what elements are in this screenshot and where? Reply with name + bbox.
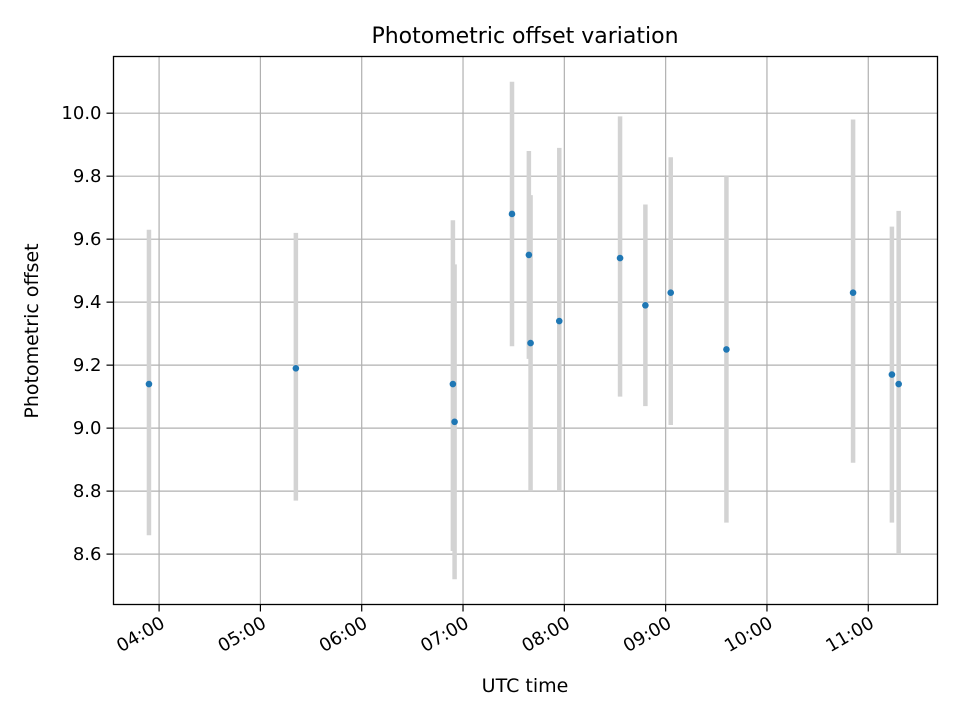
- y-axis-label: Photometric offset: [21, 243, 43, 418]
- data-point: [525, 251, 533, 259]
- chart-title: Photometric offset variation: [371, 24, 678, 49]
- y-tick-label: 10.0: [61, 103, 101, 124]
- gridlines: [113, 56, 938, 605]
- y-axis-ticks: 8.6 8.8 9.0 9.2 9.4 9.6 9.8 10.0: [61, 103, 114, 565]
- data-point: [888, 371, 896, 378]
- data-point: [667, 289, 675, 297]
- y-tick-label: 8.8: [73, 481, 102, 502]
- data-point: [527, 339, 534, 347]
- data-point: [292, 364, 300, 372]
- y-tick-label: 9.6: [73, 229, 102, 250]
- data-point: [555, 317, 563, 325]
- data-point: [642, 302, 649, 309]
- data-point: [449, 380, 457, 388]
- y-tick-label: 9.2: [73, 355, 102, 376]
- x-axis-label: UTC time: [482, 675, 569, 697]
- data-point: [145, 380, 153, 388]
- data-point: [508, 210, 516, 218]
- y-tick-label: 9.0: [73, 418, 102, 439]
- y-tick-label: 9.8: [73, 166, 102, 187]
- y-tick-label: 8.6: [73, 544, 102, 565]
- data-point: [895, 380, 902, 388]
- data-point: [616, 254, 624, 262]
- data-point: [849, 289, 857, 297]
- data-point: [451, 418, 458, 426]
- plot-frame: [112, 55, 939, 606]
- data-points: [145, 210, 902, 426]
- data-point: [723, 346, 730, 353]
- y-tick-label: 9.4: [73, 292, 102, 313]
